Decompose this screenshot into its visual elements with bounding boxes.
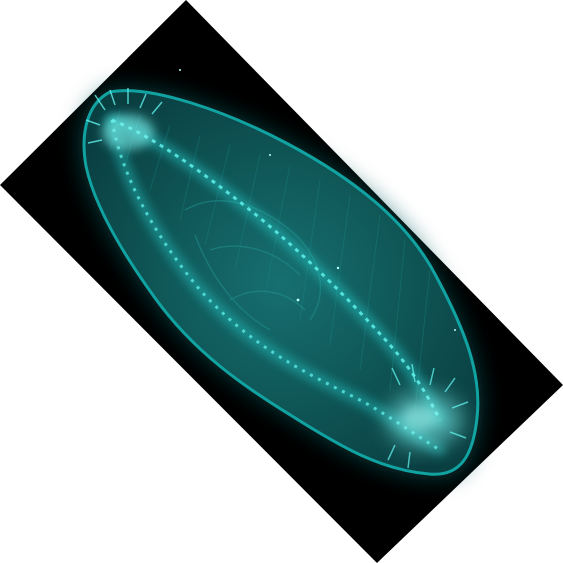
speckles: [179, 69, 456, 331]
upper-fiber-band: [107, 115, 445, 425]
upper-pole-highlight: [102, 114, 154, 150]
upper-pole-rays: [85, 88, 163, 144]
lower-pole-core: [402, 406, 438, 430]
lower-pole-rays: [387, 363, 469, 469]
lower-fiber-core: [110, 119, 441, 452]
internal-network: [184, 200, 322, 331]
cell-body: [82, 89, 480, 476]
